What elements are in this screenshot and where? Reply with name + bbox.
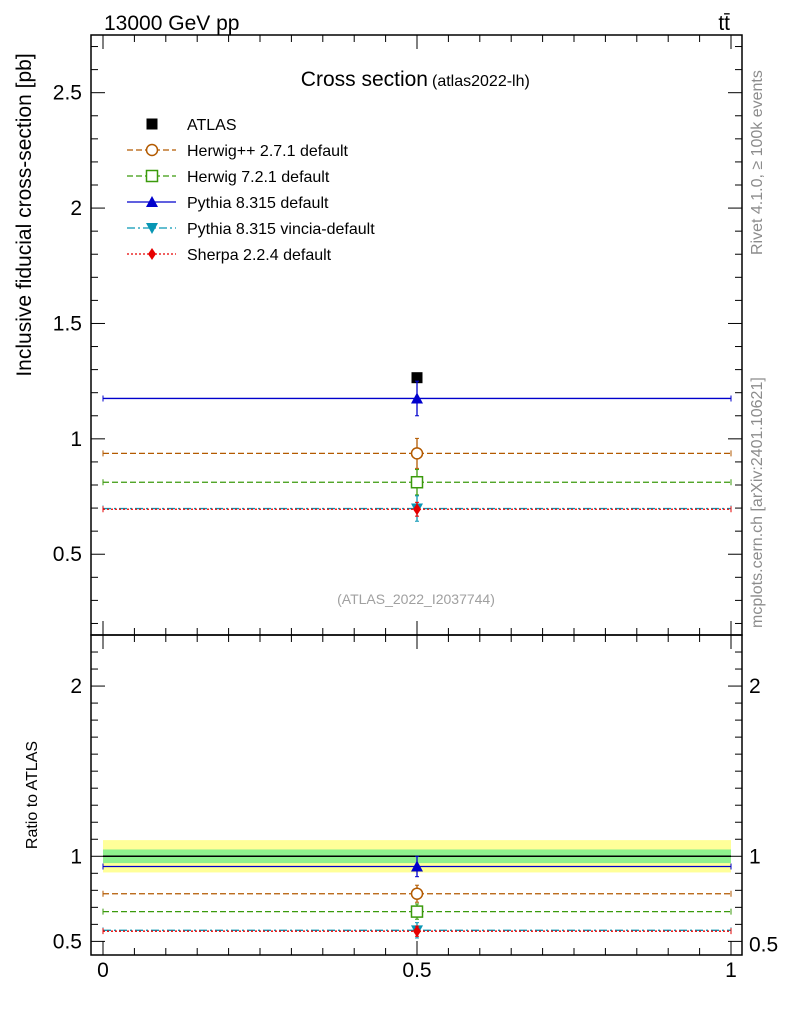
ratio-y-tick-label-right: 0.5 bbox=[749, 933, 778, 956]
main-chart-title: Cross section bbox=[301, 68, 428, 91]
legend-marker-herwig-2-7-1-default bbox=[145, 143, 159, 157]
header-process-label: tt̄ bbox=[718, 12, 730, 35]
main-y-tick-label: 1.5 bbox=[53, 312, 82, 335]
main-chart-title-suffix: (atlas2022-lh) bbox=[432, 73, 530, 90]
legend-label-sherpa-2-2-4-default: Sherpa 2.2.4 default bbox=[187, 247, 332, 264]
main-data-point-pythia-8-315-default bbox=[411, 392, 423, 404]
ratio-data-point-herwig-7-2-1-default bbox=[410, 905, 424, 918]
main-y-axis-label: Inclusive fiducial cross-section [pb] bbox=[13, 53, 36, 376]
main-data-point-herwig-2-7-1-default bbox=[410, 447, 424, 460]
ratio-data-point-pythia-8-315-default bbox=[411, 860, 423, 872]
legend-marker-sherpa-2-2-4-default bbox=[148, 248, 156, 260]
ratio-x-tick-label: 1 bbox=[725, 959, 737, 982]
legend-marker-herwig-7-2-1-default bbox=[145, 169, 159, 183]
legend-marker-pythia-8-315-default bbox=[146, 196, 158, 207]
ratio-y-tick-label-right: 2 bbox=[749, 675, 761, 698]
ratio-y-axis-label: Ratio to ATLAS bbox=[24, 741, 41, 849]
ratio-y-tick-label: 2 bbox=[70, 675, 82, 698]
ratio-panel: 0.5 0.5 1 1 2 2 0 0.5 1 Ratio to ATLAS bbox=[24, 634, 778, 982]
main-data-point-atlas bbox=[411, 372, 423, 384]
ratio-x-tick-label: 0 bbox=[97, 959, 109, 982]
main-y-tick-label: 2 bbox=[70, 197, 82, 220]
ratio-y-tick-label: 1 bbox=[70, 845, 82, 868]
main-data-point-herwig-7-2-1-default bbox=[410, 475, 424, 489]
main-y-tick-label: 0.5 bbox=[53, 543, 82, 566]
main-panel: 0.5 1 1.5 2 2.5 Cross section (atlas2022-lh)… bbox=[13, 34, 743, 636]
ratio-panel-frame bbox=[90, 634, 743, 956]
legend-label-pythia-8-315-vincia-default: Pythia 8.315 vincia-default bbox=[187, 221, 375, 238]
header-energy-label: 13000 GeV pp bbox=[104, 12, 239, 35]
reference-analysis-label: (ATLAS_2022_I2037744) bbox=[337, 591, 495, 607]
ratio-y-tick-label-right: 1 bbox=[749, 845, 761, 868]
legend-label-atlas: ATLAS bbox=[187, 117, 237, 134]
legend-label-herwig-7-2-1-default: Herwig 7.2.1 default bbox=[187, 169, 330, 186]
legend: ATLAS Herwig++ 2.7.1 default Herwig 7.2.1 … bbox=[127, 117, 375, 264]
main-data-point-sherpa-2-2-4-default bbox=[413, 503, 421, 516]
rivet-label: Rivet 4.1.0, ≥ 100k events bbox=[749, 70, 766, 255]
main-y-tick-label: 2.5 bbox=[53, 82, 82, 105]
ratio-data-point-herwig-2-7-1-default bbox=[410, 887, 424, 900]
legend-label-pythia-8-315-default: Pythia 8.315 default bbox=[187, 195, 329, 212]
mcplots-label: mcplots.cern.ch [arXiv:2401.10621] bbox=[749, 377, 766, 628]
ratio-x-tick-label: 0.5 bbox=[402, 959, 431, 982]
legend-marker-pythia-8-315-vincia-default bbox=[146, 223, 158, 234]
legend-label-herwig-2-7-1-default: Herwig++ 2.7.1 default bbox=[187, 143, 349, 160]
ratio-y-tick-label: 0.5 bbox=[53, 930, 82, 953]
legend-marker-atlas bbox=[146, 118, 158, 130]
main-y-tick-label: 1 bbox=[70, 428, 82, 451]
ratio-data-point-sherpa-2-2-4-default bbox=[413, 925, 421, 938]
